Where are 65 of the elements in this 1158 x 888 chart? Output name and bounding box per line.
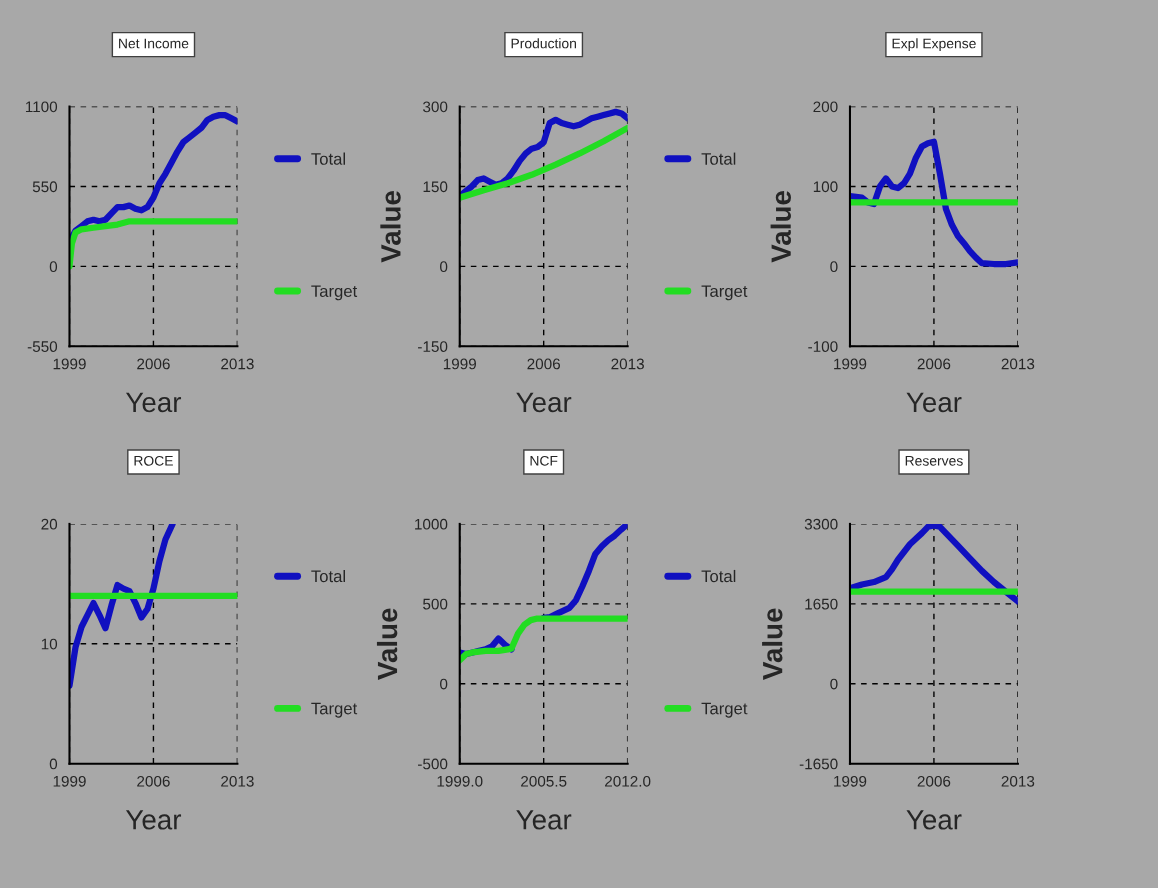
y-tick-label: -550 xyxy=(27,341,58,353)
x-axis-title: Year xyxy=(125,810,182,830)
legend-label: Target xyxy=(311,285,358,301)
y-tick-label: 300 xyxy=(423,101,448,113)
y-tick-label: 3300 xyxy=(804,518,838,530)
y-tick-label: 0 xyxy=(830,261,838,273)
x-tick-label: 2006 xyxy=(917,775,951,787)
chart-title: Net Income xyxy=(119,38,189,49)
x-tick-label: 2013 xyxy=(221,358,254,370)
x-tick-label: 2006 xyxy=(137,358,170,370)
chart-title: ROCE xyxy=(134,455,173,466)
legend-label: Total xyxy=(311,569,345,583)
legend-label: Total xyxy=(701,569,736,583)
x-tick-label: 2006 xyxy=(527,358,560,370)
x-tick-label: 2013 xyxy=(221,775,254,787)
x-tick-label: 1999 xyxy=(834,358,867,370)
legend-label: Target xyxy=(311,702,358,718)
y-axis-title: Value xyxy=(380,191,401,263)
x-tick-label: 2005.5 xyxy=(521,775,567,787)
y-tick-label: -100 xyxy=(808,341,838,353)
y-tick-label: 200 xyxy=(813,101,838,113)
y-axis-title: Value xyxy=(376,608,398,680)
legend-label: Target xyxy=(701,285,748,301)
y-tick-label: 20 xyxy=(41,518,58,530)
x-tick-label: 2006 xyxy=(917,358,951,370)
y-tick-label: 10 xyxy=(41,638,58,650)
x-tick-label: 2013 xyxy=(611,358,644,370)
x-axis-title: Year xyxy=(516,810,572,830)
legend-label: Total xyxy=(701,152,736,165)
x-tick-label: 2006 xyxy=(137,775,170,787)
y-tick-label: 0 xyxy=(830,678,838,690)
x-tick-label: 2012.0 xyxy=(605,775,651,787)
x-tick-label: 1999 xyxy=(53,358,86,370)
chart-title: Reserves xyxy=(905,456,963,466)
x-tick-label: 1999.0 xyxy=(437,775,483,787)
chart-title: Production xyxy=(511,38,576,49)
y-tick-label: 0 xyxy=(440,678,448,690)
x-tick-label: 1999 xyxy=(834,775,867,787)
y-tick-label: 1100 xyxy=(25,101,58,113)
chart-title: Expl Expense xyxy=(892,38,976,52)
chart-title: NCF xyxy=(530,455,558,466)
y-tick-label: 0 xyxy=(49,261,58,273)
x-tick-label: 2013 xyxy=(1001,775,1035,787)
x-tick-label: 2013 xyxy=(1001,358,1035,370)
y-tick-label: 500 xyxy=(423,598,448,610)
x-axis-title: Year xyxy=(516,392,572,413)
y-axis-title: Value xyxy=(770,191,791,263)
y-tick-label: 1650 xyxy=(805,598,838,610)
legend-label: Total xyxy=(311,152,345,165)
x-tick-label: 1999 xyxy=(443,358,476,370)
x-axis-title: Year xyxy=(906,810,962,830)
x-tick-label: 1999 xyxy=(53,775,86,787)
y-tick-label: 0 xyxy=(440,261,448,273)
y-tick-label: 100 xyxy=(813,181,838,193)
y-tick-label: 150 xyxy=(423,181,448,193)
y-tick-label: 1000 xyxy=(415,518,448,530)
x-axis-title: Year xyxy=(125,392,182,413)
y-tick-label: -500 xyxy=(418,758,448,770)
y-axis-title: Value xyxy=(762,608,783,680)
legend-label: Target xyxy=(701,702,748,718)
y-tick-label: 550 xyxy=(32,181,58,193)
y-tick-label: 0 xyxy=(49,758,58,770)
x-axis-title: Year xyxy=(906,392,962,413)
y-tick-label: -150 xyxy=(418,341,448,353)
y-tick-label: -1650 xyxy=(799,758,838,770)
